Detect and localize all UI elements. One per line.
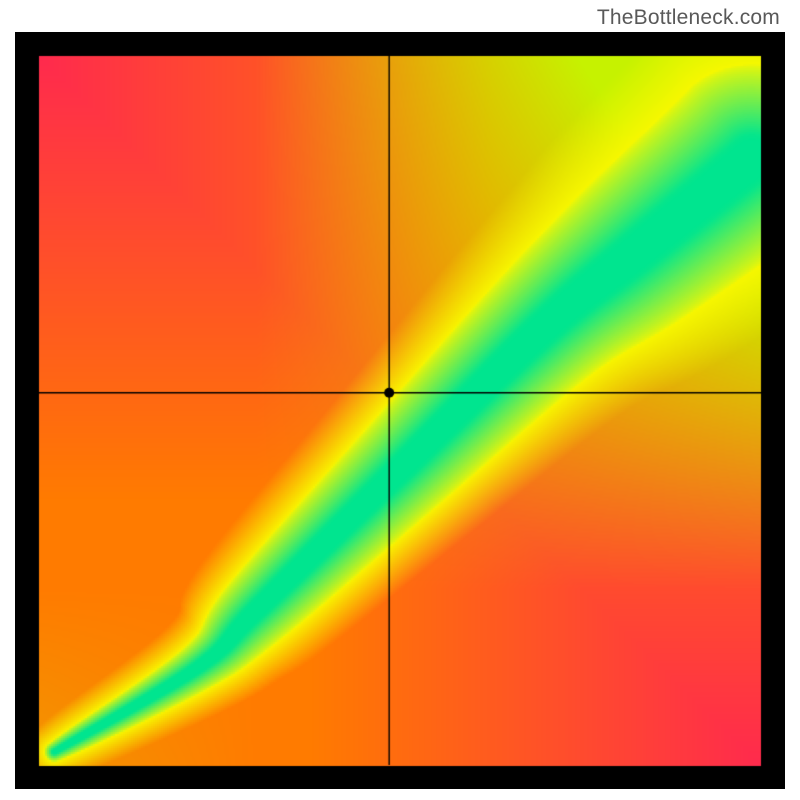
bottleneck-heatmap (15, 32, 785, 789)
watermark-text: TheBottleneck.com (597, 6, 780, 30)
